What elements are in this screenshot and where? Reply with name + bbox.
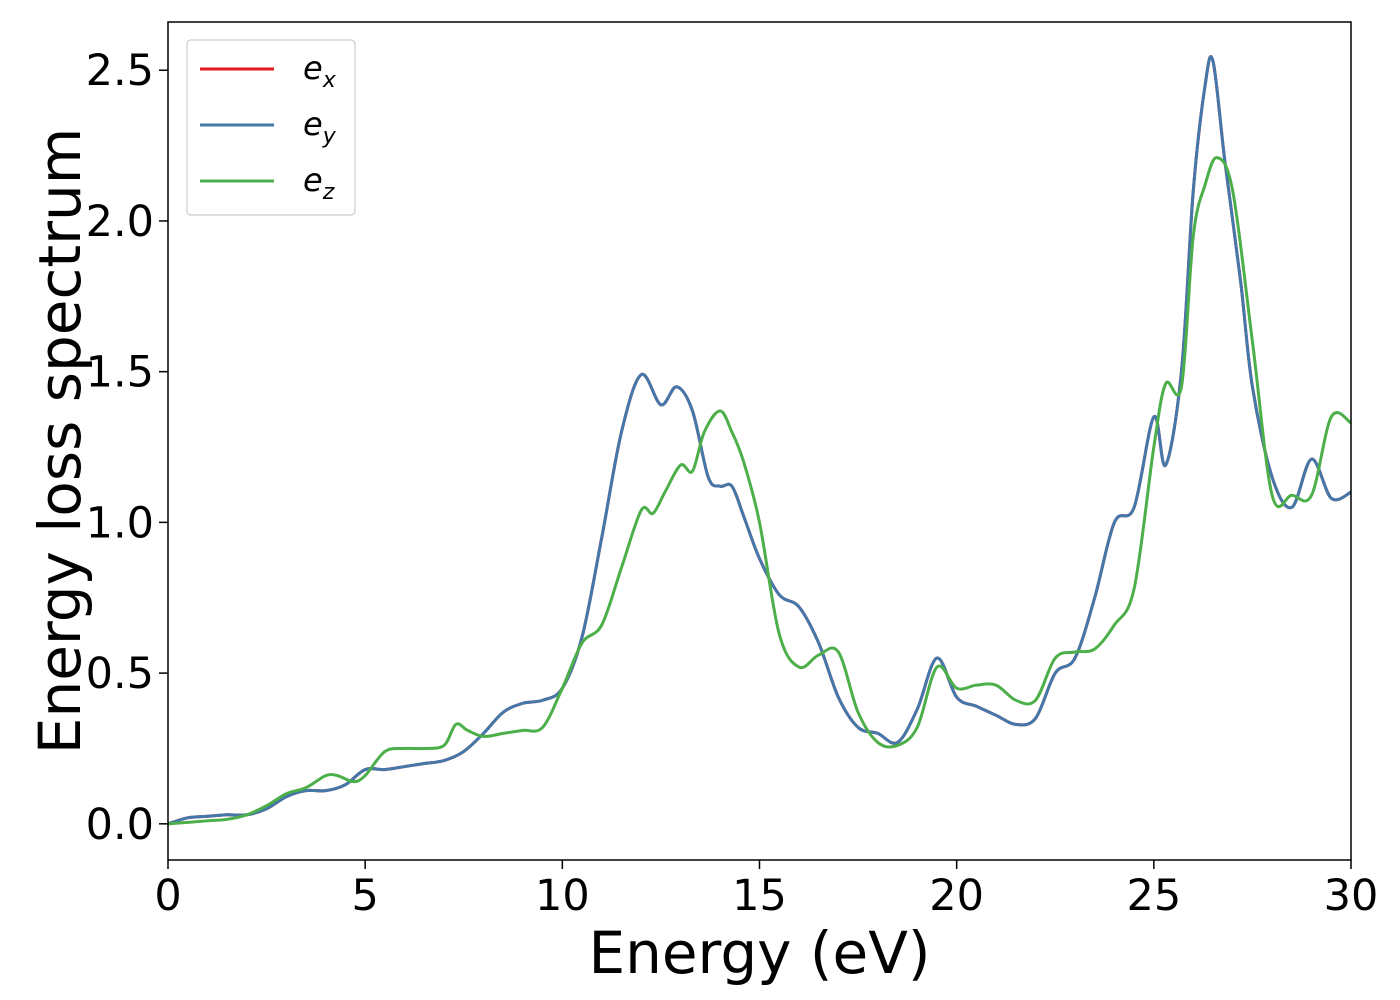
x-tick-label: 30 <box>1324 871 1379 921</box>
x-tick-label: 10 <box>535 871 590 921</box>
y-axis-title: Energy loss spectrum <box>26 128 94 754</box>
x-axis: 0 5 10 15 20 25 30 <box>154 860 1378 921</box>
plot-area <box>168 55 1351 826</box>
x-tick-label: 5 <box>351 871 378 921</box>
x-tick-label: 20 <box>929 871 984 921</box>
y-tick-label: 1.0 <box>86 498 154 548</box>
series-layer <box>168 55 1351 826</box>
y-tick-label: 2.0 <box>86 197 154 247</box>
y-tick-label: 0.0 <box>86 800 154 850</box>
series-line-z <box>168 156 1351 826</box>
y-axis: 0.0 0.5 1.0 1.5 2.0 2.5 <box>86 46 168 850</box>
legend-label-z: ez <box>303 161 335 205</box>
y-tick-label: 1.5 <box>86 348 154 398</box>
x-tick-label: 25 <box>1126 871 1181 921</box>
x-tick-label: 0 <box>154 871 181 921</box>
legend: ex ey ez <box>186 39 356 216</box>
x-axis-title: Energy (eV) <box>588 919 930 987</box>
legend-label-x: ex <box>303 49 337 93</box>
legend-label-y: ey <box>303 105 337 149</box>
y-tick-label: 2.5 <box>86 46 154 96</box>
x-tick-label: 15 <box>732 871 787 921</box>
legend-box <box>186 39 356 216</box>
series-line-y <box>168 55 1351 826</box>
y-tick-label: 0.5 <box>86 649 154 699</box>
